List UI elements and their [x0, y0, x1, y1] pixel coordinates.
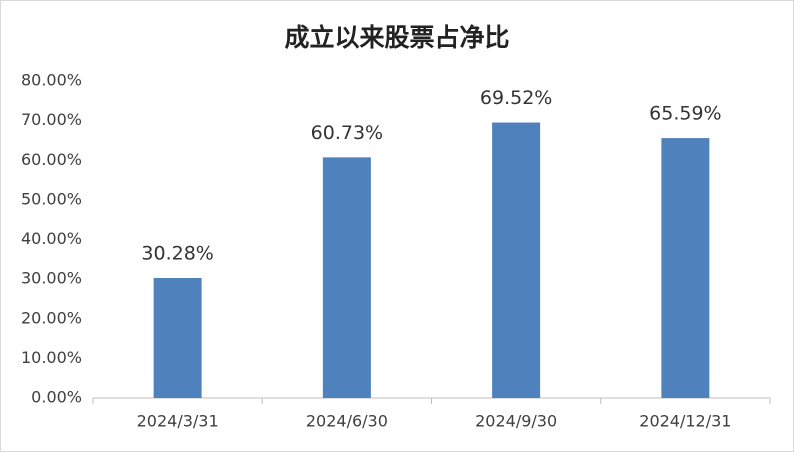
y-tick-label: 0.00%: [31, 388, 82, 407]
value-label: 30.28%: [141, 243, 213, 265]
y-tick-label: 10.00%: [21, 348, 82, 367]
y-tick-label: 40.00%: [21, 229, 82, 248]
x-tick-label: 2024/6/30: [306, 412, 388, 431]
y-tick-label: 80.00%: [21, 71, 82, 90]
value-label: 69.52%: [480, 87, 552, 109]
y-tick-label: 70.00%: [21, 110, 82, 129]
x-tick-label: 2024/3/31: [137, 412, 219, 431]
bar: [153, 278, 202, 398]
bar: [492, 122, 541, 398]
y-tick-label: 60.00%: [21, 150, 82, 169]
x-tick-label: 2024/12/31: [639, 412, 731, 431]
chart-title: 成立以来股票占净比: [284, 23, 509, 52]
y-tick-label: 50.00%: [21, 189, 82, 208]
bar: [322, 157, 371, 398]
y-tick-label: 20.00%: [21, 308, 82, 327]
value-label: 65.59%: [649, 103, 721, 125]
value-label: 60.73%: [311, 122, 383, 144]
y-tick-label: 30.00%: [21, 269, 82, 288]
x-tick-label: 2024/9/30: [475, 412, 557, 431]
bar: [661, 138, 710, 399]
